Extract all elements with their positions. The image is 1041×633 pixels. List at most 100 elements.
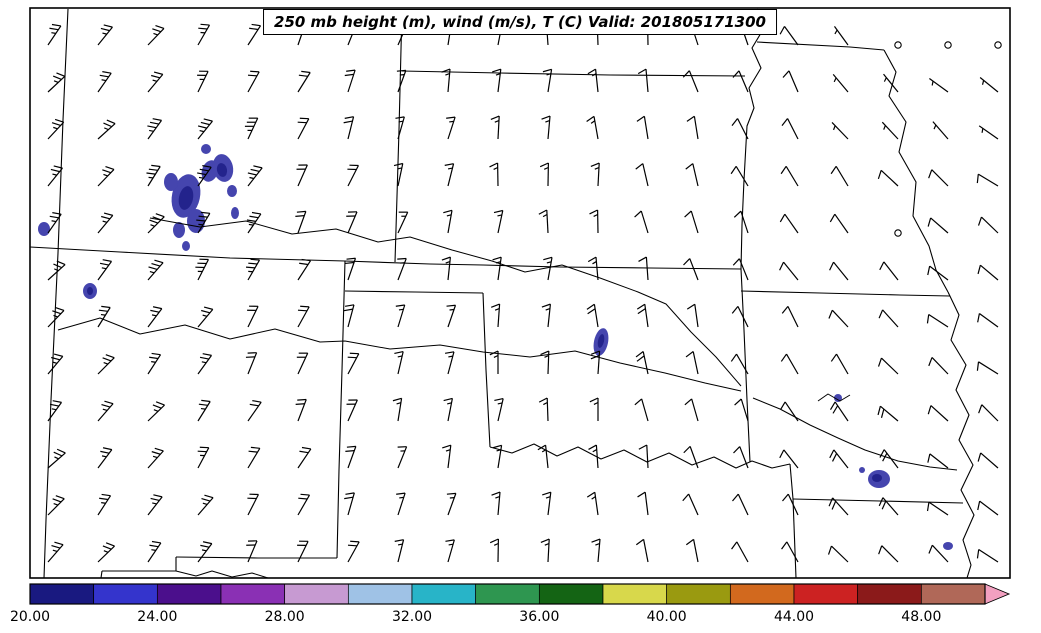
wind-barb <box>147 352 162 375</box>
wind-barb-feather <box>978 404 983 414</box>
wind-barb-feather <box>394 539 404 542</box>
wind-barb-staff <box>47 310 65 328</box>
wind-barb-feather <box>51 23 61 27</box>
wind-barb-half-feather <box>449 120 454 123</box>
wind-barb-feather <box>540 538 550 543</box>
wind-barb-feather <box>250 446 260 449</box>
wind-barb-feather <box>343 308 353 312</box>
wind-barb-staff <box>447 257 452 281</box>
wind-barb <box>589 397 599 421</box>
wind-barb-staff <box>880 169 899 187</box>
wind-barb-staff <box>97 169 115 187</box>
wind-barb <box>977 312 999 328</box>
isotach-blob <box>834 394 842 402</box>
wind-barb-feather <box>55 495 65 500</box>
wind-barb-staff <box>786 541 799 563</box>
wind-barb-feather <box>151 74 161 79</box>
wind-barb <box>492 256 502 281</box>
wind-barb-half-feather <box>248 223 254 226</box>
wind-barb-half-feather <box>495 73 501 76</box>
calm-wind-circle <box>994 41 1002 49</box>
wind-barb <box>587 256 599 281</box>
wind-barb-feather <box>149 544 159 548</box>
wind-barb-staff <box>297 164 308 187</box>
wind-barb-staff <box>735 165 749 187</box>
wind-barb-feather <box>877 357 883 367</box>
wind-barb-staff <box>147 496 163 516</box>
wind-barb-feather <box>538 397 548 403</box>
wind-barb-feather <box>829 449 835 459</box>
wind-barb-staff <box>547 350 550 375</box>
wind-barb <box>590 162 600 187</box>
wind-barb-staff <box>644 304 649 328</box>
wind-barb-feather <box>489 350 499 356</box>
wind-barb-feather <box>56 448 66 454</box>
wind-barb-staff <box>546 210 549 234</box>
wind-barb <box>541 303 552 328</box>
wind-barb-staff <box>47 498 65 516</box>
wind-barb <box>97 400 114 422</box>
wind-barb <box>831 122 849 140</box>
wind-barb <box>197 399 211 422</box>
wind-barb-staff <box>97 495 112 516</box>
wind-barb-feather <box>542 68 552 73</box>
wind-barb <box>146 164 161 187</box>
wind-barb-staff <box>97 403 114 422</box>
wind-barb <box>197 353 213 375</box>
wind-barb <box>586 303 599 328</box>
wind-barb-feather <box>635 351 644 358</box>
wind-barb-feather <box>299 450 309 454</box>
isotach-blob <box>231 207 239 219</box>
wind-barb <box>878 309 899 328</box>
wind-barb-feather <box>152 216 162 221</box>
wind-barb-feather <box>343 120 353 124</box>
wind-barb-feather <box>295 215 305 217</box>
wind-barb-staff <box>247 540 258 563</box>
wind-barb-half-feather <box>546 73 552 76</box>
wind-barb-staff <box>930 217 949 234</box>
wind-barb-staff <box>97 72 112 93</box>
wind-barb <box>446 492 457 516</box>
wind-barb-staff <box>147 262 164 281</box>
wind-barb-staff <box>835 353 849 375</box>
wind-barb-feather <box>101 305 111 309</box>
wind-barb <box>197 118 213 140</box>
isotach-blob <box>173 222 185 238</box>
wind-barb <box>197 541 213 563</box>
wind-barb-feather <box>249 215 259 219</box>
wind-barb <box>683 445 699 469</box>
wind-barb-half-feather <box>497 214 502 217</box>
wind-barb-staff <box>547 69 553 93</box>
wind-barb-half-feather <box>151 314 157 317</box>
wind-barb <box>828 497 849 516</box>
wind-barb-feather <box>494 398 504 402</box>
wind-barb <box>732 493 749 516</box>
wind-barb-feather <box>682 493 690 502</box>
wind-barb-feather <box>831 453 838 462</box>
wind-barb-feather <box>780 165 787 175</box>
wind-barb-staff <box>397 211 409 234</box>
wind-barb-feather <box>105 354 115 359</box>
wind-barb <box>539 162 550 187</box>
wind-barb <box>47 165 63 187</box>
wind-barb <box>636 303 649 328</box>
wind-barb-feather <box>684 210 692 218</box>
wind-barb-staff <box>788 70 799 93</box>
wind-barb <box>147 71 164 93</box>
wind-barb-staff <box>785 353 799 375</box>
wind-barb <box>927 217 949 234</box>
wind-barb-staff <box>397 492 406 516</box>
wind-barb-staff <box>597 163 600 187</box>
colorbar-segment <box>411 583 477 605</box>
wind-barb-half-feather <box>545 308 551 311</box>
wind-barb <box>446 116 456 140</box>
wind-barb-feather <box>637 491 646 498</box>
wind-barb-feather <box>100 27 110 32</box>
wind-barb-staff <box>297 448 312 469</box>
state-border-line <box>30 246 742 270</box>
wind-barb-feather <box>976 361 980 371</box>
wind-barb-staff <box>833 26 849 46</box>
wind-barb <box>97 259 113 281</box>
wind-barb-feather <box>49 403 59 407</box>
wind-barb-feather <box>779 449 785 459</box>
